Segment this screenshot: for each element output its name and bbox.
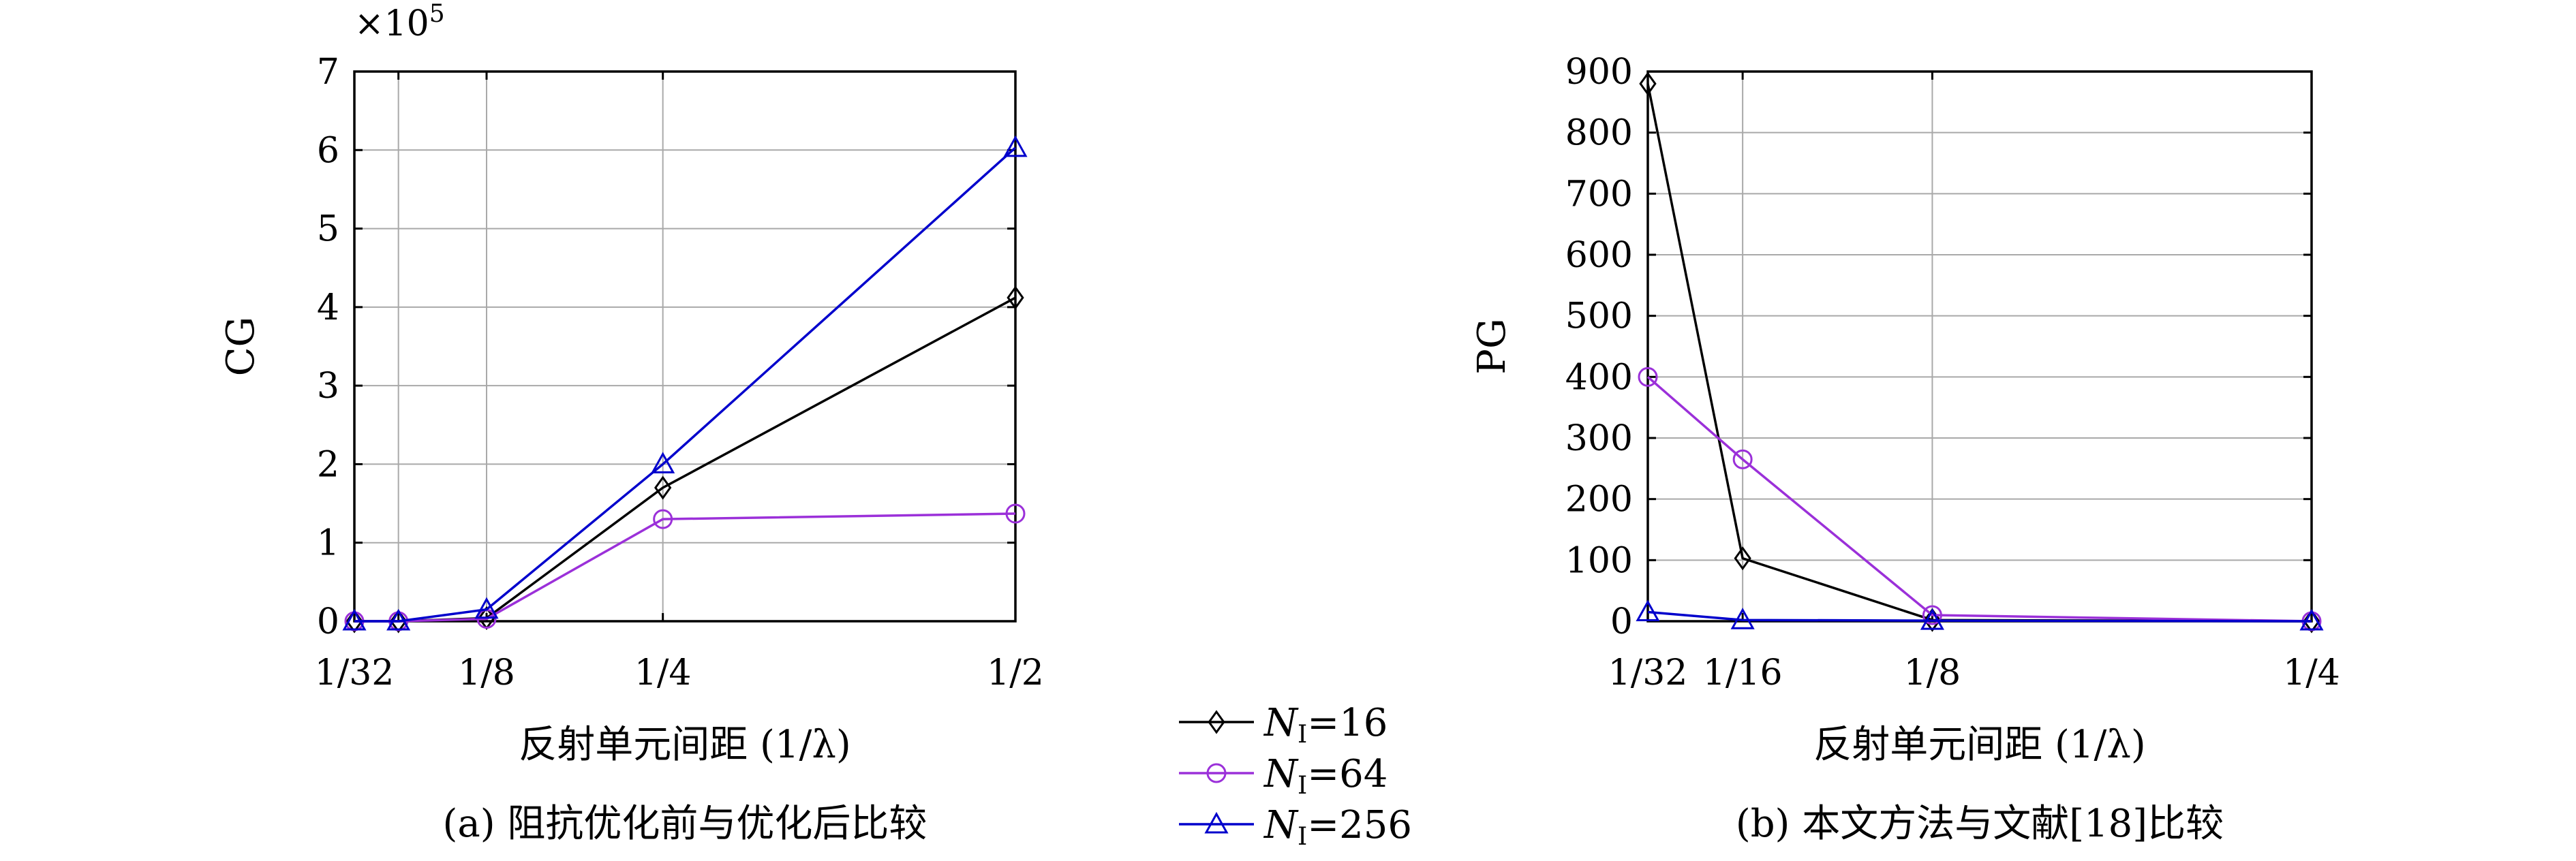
data-point: [651, 452, 675, 473]
legend-marker: [1208, 710, 1225, 734]
chart-caption: (b) 本文方法与文献[18]比较: [1736, 802, 2224, 846]
data-point: [654, 475, 672, 500]
data-point: [1007, 285, 1024, 310]
x-tick-label: 1/32: [315, 653, 395, 693]
y-tick-label: 1: [317, 523, 339, 564]
x-axis-label: 反射单元间距 (1/λ): [1813, 723, 2145, 767]
data-point: [2299, 608, 2324, 631]
y-tick-label: 3: [317, 366, 339, 407]
chart-caption: (a) 阻抗优化前与优化后比较: [443, 802, 927, 846]
data-point: [1005, 503, 1026, 524]
y-tick-label: 400: [1565, 357, 1633, 398]
legend-marker: [1206, 763, 1227, 783]
x-tick-label: 1/8: [458, 653, 515, 693]
y-tick-label: 600: [1565, 235, 1633, 276]
y-axis-label: PG: [1470, 318, 1514, 374]
data-point: [1636, 599, 1660, 622]
y-tick-label: 300: [1565, 418, 1633, 459]
plot-frame: [1646, 70, 2313, 623]
x-tick-label: 1/2: [987, 653, 1044, 693]
y-axis-label: CG: [219, 317, 263, 377]
data-point: [1003, 135, 1028, 157]
legend-label: NI=16: [1263, 701, 1387, 749]
legend-label: NI=256: [1263, 803, 1412, 851]
y-tick-label: 500: [1565, 296, 1633, 337]
y-tick-label: 6: [317, 130, 339, 171]
x-tick-label: 1/8: [1904, 653, 1961, 693]
y-tick-label: 800: [1565, 113, 1633, 154]
data-point: [1638, 366, 1658, 387]
series-line: [1647, 610, 2312, 623]
series-line: [1646, 376, 2312, 623]
y-tick-label: 0: [317, 601, 339, 642]
y-tick-label: 200: [1565, 480, 1633, 520]
chart-b: 1/32 1/16 1/8 1/4 0 100 200 300 400 500 600 700 800 9…: [1470, 52, 2340, 846]
data-point: [653, 509, 673, 529]
x-tick-label: 1/4: [634, 653, 692, 693]
series-line: [354, 296, 1016, 623]
chart-a: 1/32 1/8 1/4 1/2 0 1 2 3 4 5 6 7 ×105 CG 反射单元间距 (1/λ) (…: [219, 0, 1044, 846]
series-line: [354, 512, 1016, 623]
x-tick-label: 1/32: [1608, 653, 1688, 693]
y-tick-label: 700: [1565, 174, 1633, 215]
y-tick-label: 2: [317, 444, 339, 485]
y-tick-label: 0: [1610, 601, 1633, 642]
data-point: [1730, 608, 1755, 629]
x-axis-label: 反射单元间距 (1/λ): [519, 723, 850, 767]
x-tick-label: 1/16: [1703, 653, 1783, 693]
legend-label: NI=64: [1263, 752, 1387, 800]
data-point: [1922, 605, 1942, 625]
y-tick-label: 7: [317, 52, 339, 93]
data-point: [386, 608, 411, 631]
data-point: [1732, 449, 1753, 469]
legend-marker: [1204, 811, 1229, 834]
plot-frame: [353, 70, 1017, 623]
data-point: [474, 597, 499, 619]
y-multiplier: ×105: [354, 0, 445, 44]
y-tick-label: 4: [317, 287, 339, 328]
data-point: [1639, 72, 1657, 96]
data-point: [1923, 608, 1942, 632]
y-tick-label: 5: [317, 209, 339, 250]
y-tick-label: 900: [1565, 52, 1633, 93]
series-line: [1646, 83, 2312, 623]
series-line: [354, 146, 1017, 623]
data-point: [1734, 546, 1751, 571]
x-tick-label: 1/4: [2283, 653, 2340, 693]
data-point: [1920, 608, 1944, 630]
data-point: [342, 608, 367, 631]
y-tick-label: 100: [1565, 540, 1633, 581]
